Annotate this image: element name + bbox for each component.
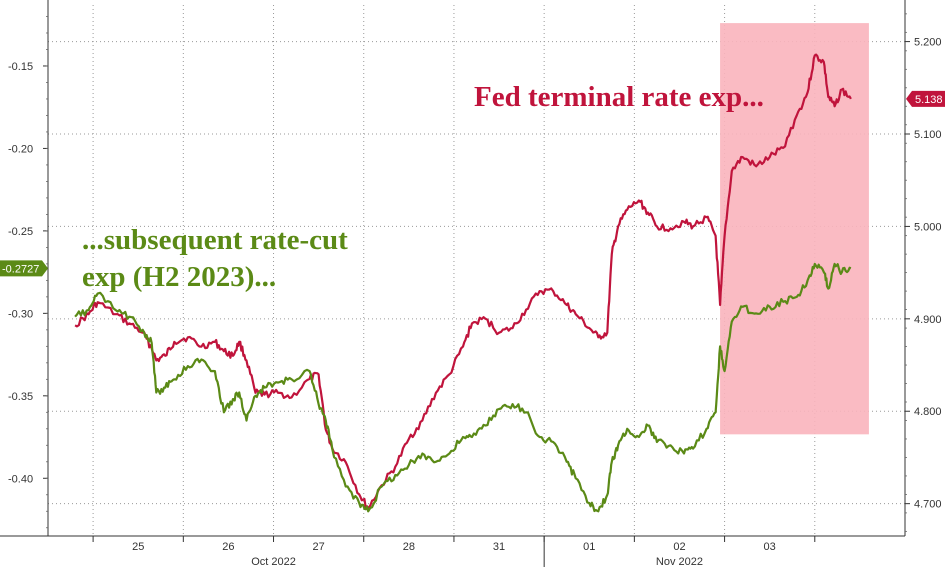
left-tick-label-0: -0.15 <box>8 61 33 73</box>
x-period-label-1: Nov 2022 <box>656 556 703 567</box>
series-lines <box>74 53 852 513</box>
left-last-value-badge: -0.2727 <box>0 260 48 277</box>
right-tick-label-1: 5.100 <box>914 129 942 141</box>
left-tick-label-5: -0.40 <box>8 473 33 485</box>
x-tick-label-1: 26 <box>222 541 234 553</box>
x-tick-label-7: 03 <box>764 541 776 553</box>
series-line-fed-terminal <box>74 53 852 510</box>
axes <box>0 0 906 537</box>
x-tick-label-0: 25 <box>132 541 144 553</box>
right-last-value-badge: 5.138 <box>906 90 945 107</box>
left-tick-label-2: -0.25 <box>8 226 33 238</box>
series-line-rate-cut <box>74 262 852 513</box>
annotation-rate-cut-line1: ...subsequent rate-cut <box>82 224 348 256</box>
x-tick-label-4: 31 <box>493 541 505 553</box>
x-tick-label-2: 27 <box>313 541 325 553</box>
right-tick-label-4: 4.800 <box>914 406 942 418</box>
annotation-rate-cut-line2: exp (H2 2023)... <box>82 261 276 293</box>
right-tick-label-0: 5.200 <box>914 37 942 49</box>
right-last-value: 5.138 <box>915 94 943 106</box>
right-tick-label-3: 4.900 <box>914 314 942 326</box>
left-tick-label-4: -0.35 <box>8 391 33 403</box>
left-axis-ticks: -0.15 -0.20 -0.25 -0.30 -0.35 -0.40 <box>8 16 48 529</box>
x-tick-label-6: 02 <box>673 541 685 553</box>
x-axis-ticks: 25 26 27 28 31 01 02 03 Oct 2022 Nov 2022 <box>92 536 816 567</box>
right-tick-label-5: 4.700 <box>914 499 942 511</box>
right-tick-label-2: 5.000 <box>914 221 942 233</box>
right-axis-ticks: 5.200 5.100 5.000 4.900 4.800 4.700 <box>905 13 942 532</box>
x-period-label-0: Oct 2022 <box>251 556 296 567</box>
x-tick-label-5: 01 <box>583 541 595 553</box>
left-tick-label-3: -0.30 <box>8 308 33 320</box>
left-tick-label-1: -0.20 <box>8 143 33 155</box>
left-last-value: -0.2727 <box>2 263 39 275</box>
x-tick-label-3: 28 <box>403 541 415 553</box>
annotation-fed-terminal: Fed terminal rate exp... <box>474 81 764 113</box>
